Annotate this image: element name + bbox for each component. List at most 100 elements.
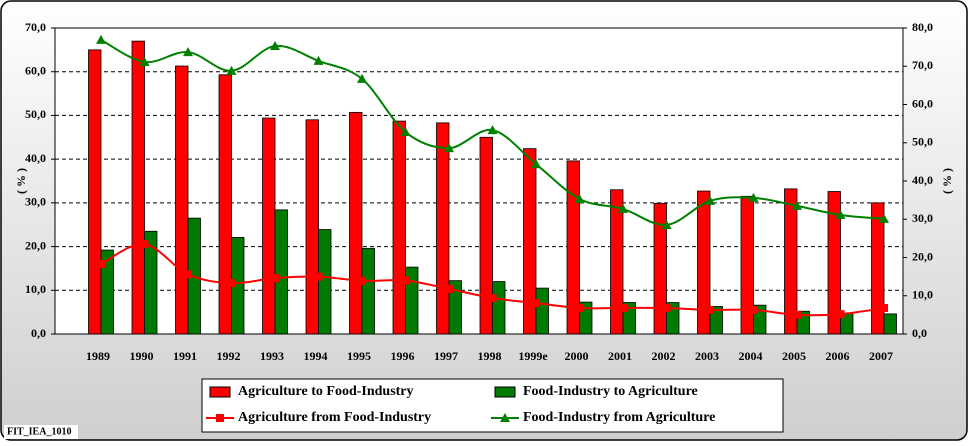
bar bbox=[88, 49, 102, 335]
marker bbox=[880, 303, 888, 312]
y-tick-label: 70,0 bbox=[25, 20, 46, 34]
marker bbox=[184, 270, 192, 279]
bar bbox=[218, 74, 232, 335]
x-tick-label: 1999e bbox=[518, 349, 548, 363]
x-tick-label: 2003 bbox=[695, 349, 719, 363]
x-tick-label: 1990 bbox=[130, 349, 154, 363]
y2-tick-label: 80,0 bbox=[912, 20, 933, 34]
footnote: FIT_IEA_1010 bbox=[7, 426, 71, 437]
y-tick-label: 10,0 bbox=[25, 282, 46, 296]
marker bbox=[836, 310, 845, 319]
marker bbox=[96, 34, 106, 44]
x-tick-label: 2005 bbox=[782, 349, 806, 363]
x-tick-label: 2004 bbox=[739, 349, 763, 363]
x-tick-label: 1994 bbox=[304, 349, 328, 363]
marker bbox=[487, 125, 498, 135]
legend-label: Food-Industry to Agriculture bbox=[523, 384, 698, 399]
marker bbox=[139, 57, 150, 67]
bar bbox=[100, 249, 114, 335]
y-tick-label: 50,0 bbox=[25, 107, 46, 121]
bar bbox=[883, 313, 897, 335]
marker bbox=[706, 305, 714, 314]
x-tick-label: 1997 bbox=[434, 349, 458, 363]
x-tick-label: 1989 bbox=[86, 349, 110, 363]
marker bbox=[879, 213, 889, 223]
bar bbox=[827, 191, 841, 335]
y2-tick-label: 40,0 bbox=[912, 173, 933, 187]
marker bbox=[661, 219, 672, 229]
marker bbox=[444, 143, 454, 153]
marker bbox=[183, 47, 193, 57]
marker bbox=[575, 303, 584, 312]
bar bbox=[871, 202, 885, 335]
bar bbox=[523, 148, 537, 335]
legend-label: Food-Industry from Agriculture bbox=[523, 410, 715, 425]
marker bbox=[619, 303, 627, 312]
marker bbox=[358, 276, 366, 285]
x-tick-label: 1992 bbox=[217, 349, 241, 363]
marker bbox=[227, 279, 236, 288]
y2-tick-label: 10,0 bbox=[912, 288, 933, 302]
marker bbox=[140, 240, 149, 249]
marker bbox=[313, 55, 324, 65]
marker bbox=[748, 192, 759, 202]
marker bbox=[662, 303, 671, 312]
y2-tick-label: 50,0 bbox=[912, 135, 933, 149]
bar bbox=[175, 65, 189, 335]
x-tick-label: 2000 bbox=[565, 349, 589, 363]
x-tick-label: 1995 bbox=[347, 349, 371, 363]
legend-marker bbox=[216, 414, 224, 422]
bar bbox=[361, 247, 375, 335]
marker bbox=[835, 210, 846, 220]
bar bbox=[492, 281, 506, 335]
bar bbox=[305, 119, 319, 335]
bar bbox=[697, 190, 711, 335]
bar bbox=[535, 287, 549, 335]
bar bbox=[653, 202, 667, 335]
marker bbox=[97, 260, 105, 269]
bar bbox=[131, 40, 145, 335]
marker bbox=[793, 310, 801, 319]
marker bbox=[226, 65, 237, 75]
marker bbox=[401, 276, 410, 285]
marker bbox=[749, 305, 758, 314]
marker bbox=[488, 294, 497, 303]
bar bbox=[448, 280, 462, 335]
bar bbox=[392, 120, 406, 335]
marker bbox=[445, 284, 453, 293]
legend bbox=[201, 378, 784, 433]
y-tick-label: 20,0 bbox=[25, 238, 46, 252]
footnote-box bbox=[4, 425, 78, 439]
bar bbox=[784, 188, 798, 335]
marker bbox=[705, 195, 715, 205]
marker bbox=[531, 159, 541, 169]
legend-label: Agriculture from Food-Industry bbox=[238, 410, 431, 425]
marker bbox=[574, 193, 585, 203]
x-tick-label: 2001 bbox=[608, 349, 632, 363]
x-tick-label: 2006 bbox=[826, 349, 850, 363]
marker bbox=[357, 73, 367, 83]
y2-tick-label: 0,0 bbox=[912, 326, 927, 340]
y2-tick-label: 70,0 bbox=[912, 58, 933, 72]
marker bbox=[400, 127, 411, 137]
x-tick-label: 1991 bbox=[173, 349, 197, 363]
x-tick-label: 1993 bbox=[260, 349, 284, 363]
bar bbox=[479, 136, 493, 335]
y2-tick-label: 20,0 bbox=[912, 249, 933, 263]
legend-label: Agriculture to Food-Industry bbox=[238, 384, 414, 399]
y-tick-label: 60,0 bbox=[25, 63, 46, 77]
x-tick-label: 1996 bbox=[391, 349, 415, 363]
y2-axis-label: ( % ) bbox=[940, 168, 954, 194]
marker bbox=[270, 40, 280, 50]
legend-marker bbox=[500, 413, 510, 422]
x-tick-label: 2002 bbox=[652, 349, 676, 363]
x-tick-label: 1998 bbox=[478, 349, 502, 363]
y-axis-label: ( % ) bbox=[14, 168, 28, 194]
bar bbox=[318, 229, 332, 335]
bar bbox=[349, 111, 363, 335]
y-tick-label: 30,0 bbox=[25, 195, 46, 209]
legend-swatch bbox=[209, 386, 231, 398]
marker bbox=[618, 203, 628, 213]
bar bbox=[566, 160, 580, 335]
